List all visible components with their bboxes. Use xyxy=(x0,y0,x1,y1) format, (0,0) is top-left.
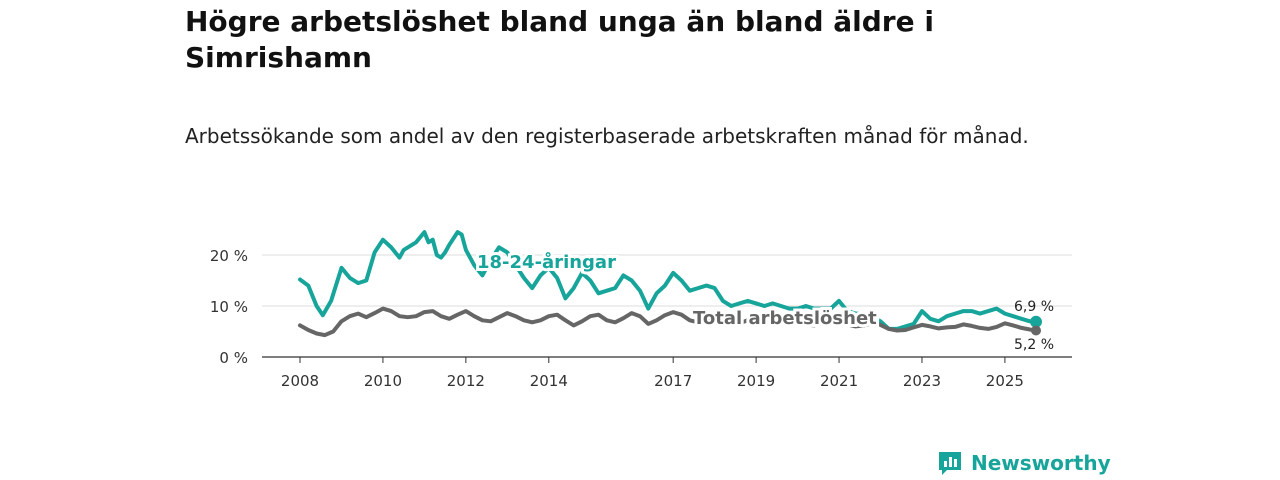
x-tick-label: 2010 xyxy=(364,372,402,390)
chart-subtitle: Arbetssökande som andel av den registerb… xyxy=(185,124,1029,148)
x-tick-label: 2017 xyxy=(654,372,692,390)
x-tick-label: 2025 xyxy=(986,372,1024,390)
x-tick-label: 2021 xyxy=(820,372,858,390)
x-tick-label: 2012 xyxy=(447,372,485,390)
y-tick-label: 10 % xyxy=(210,298,248,316)
y-tick-label: 20 % xyxy=(210,247,248,265)
y-tick-label: 0 % xyxy=(219,349,248,367)
end-label-youth: 6,9 % xyxy=(1014,299,1054,315)
series-line-youth xyxy=(298,230,1038,331)
x-tick-label: 2023 xyxy=(903,372,941,390)
series-line-total xyxy=(298,306,1038,338)
end-label-total: 5,2 % xyxy=(1014,337,1054,353)
bar-chart-icon xyxy=(939,452,961,475)
end-point-youth xyxy=(1030,315,1042,328)
x-tick-label: 2008 xyxy=(281,372,319,390)
series-label-youth: 18-24-åringar xyxy=(477,251,616,273)
chart-title: Högre arbetslöshet bland unga än bland ä… xyxy=(185,5,934,74)
newsworthy-logo: Newsworthy xyxy=(937,448,1111,478)
end-point-total xyxy=(1031,325,1041,336)
x-tick-label: 2014 xyxy=(530,372,568,390)
x-tick-label: 2019 xyxy=(737,372,775,390)
series-label-total: Total arbetslöshet xyxy=(693,308,877,329)
brand-name: Newsworthy xyxy=(971,451,1111,475)
